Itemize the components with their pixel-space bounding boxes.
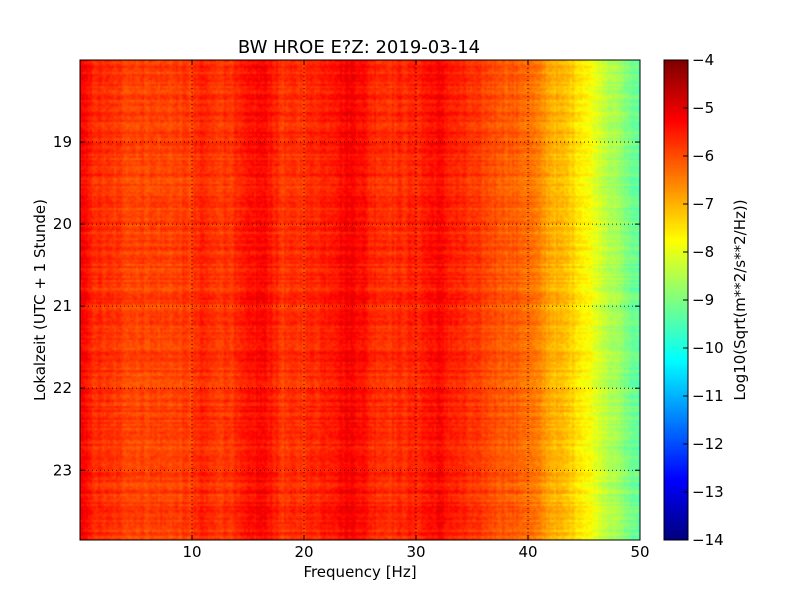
spectrogram-heatmap <box>80 60 640 540</box>
y-tick-label: 19 <box>53 133 72 151</box>
colorbar-tick-label: −14 <box>692 531 724 549</box>
y-tick-label: 22 <box>53 379 72 397</box>
colorbar-tick-label: −9 <box>692 291 714 309</box>
y-tick-label: 20 <box>53 215 72 233</box>
colorbar-tick-label: −10 <box>692 339 724 357</box>
colorbar: −4 −5 −6 −7 −8 −9 −10 −11 −12 −13 −14 Log10(Sqrt(m… <box>663 51 749 549</box>
y-tick-label: 23 <box>53 461 72 479</box>
colorbar-tick-label: −4 <box>692 51 714 69</box>
colorbar-tick-label: −13 <box>692 483 724 501</box>
colorbar-tick-label: −5 <box>692 99 714 117</box>
x-tick-label: 20 <box>294 543 313 561</box>
x-axis-label: Frequency [Hz] <box>303 563 416 581</box>
colorbar-ticks: −4 −5 −6 −7 −8 −9 −10 −11 −12 −13 −14 <box>683 51 724 549</box>
x-tick-label: 30 <box>406 543 425 561</box>
x-tick-label: 50 <box>630 543 649 561</box>
colorbar-label: Log10(Sqrt(m**2/s**2/Hz)) <box>731 199 749 400</box>
x-axis-ticks: 10 20 30 40 50 <box>182 60 650 561</box>
grid-lines <box>80 60 640 540</box>
colorbar-tick-label: −11 <box>692 387 724 405</box>
colorbar-tick-label: −12 <box>692 435 724 453</box>
x-tick-label: 40 <box>518 543 537 561</box>
plot-frame <box>79 59 641 541</box>
colorbar-tick-label: −7 <box>692 195 714 213</box>
plot-area: 10 20 30 40 50 19 20 21 22 23 <box>53 59 650 561</box>
y-axis-label: Lokalzeit (UTC + 1 Stunde) <box>31 199 49 401</box>
colorbar-tick-label: −6 <box>692 147 714 165</box>
x-tick-label: 10 <box>182 543 201 561</box>
colorbar-tick-label: −8 <box>692 243 714 261</box>
chart-title: BW HROE E?Z: 2019-03-14 <box>238 37 480 58</box>
y-tick-label: 21 <box>53 297 72 315</box>
y-axis-ticks: 19 20 21 22 23 <box>53 133 640 479</box>
